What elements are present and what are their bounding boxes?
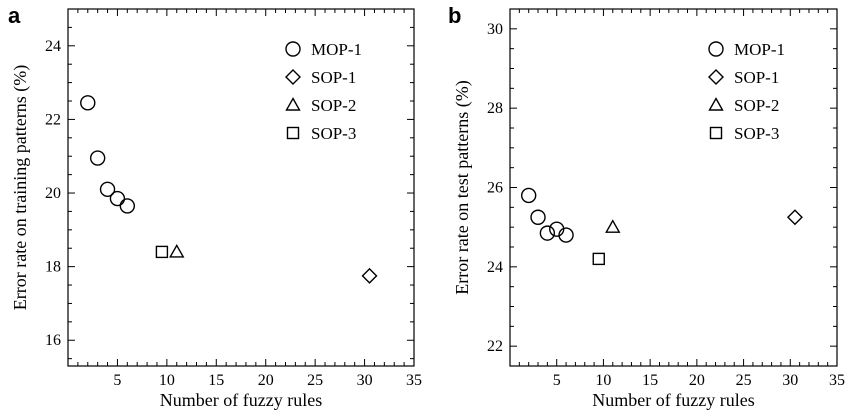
- legend-marker-sop-1: [285, 69, 301, 85]
- legend-label: MOP-1: [311, 40, 362, 59]
- y-tick-label: 28: [487, 100, 503, 117]
- legend-label: SOP-2: [311, 96, 356, 115]
- legend-marker-sop-1: [708, 69, 724, 85]
- x-tick-label: 10: [595, 372, 611, 389]
- y-tick-label: 20: [45, 185, 61, 202]
- x-tick-label: 35: [406, 372, 422, 389]
- y-axis-label: Error rate on training patterns (%): [10, 65, 31, 310]
- legend-label: SOP-1: [734, 68, 779, 87]
- legend-marker-sop-3: [286, 126, 300, 140]
- x-tick-label: 30: [782, 372, 798, 389]
- plot-frame: [509, 8, 838, 367]
- data-point-mop-1: [109, 190, 126, 207]
- y-axis-label: Error rate on test patterns (%): [452, 80, 473, 294]
- data-point-mop-1: [119, 198, 136, 214]
- data-point-mop-1: [539, 225, 556, 241]
- x-tick-label: 25: [307, 372, 323, 389]
- legend-label: SOP-1: [311, 68, 356, 87]
- x-axis-label: Number of fuzzy rules: [592, 390, 754, 410]
- x-tick-label: 20: [258, 372, 274, 389]
- y-tick-label: 26: [487, 180, 503, 197]
- x-tick-label: 15: [642, 372, 658, 389]
- legend-marker-sop-3: [709, 126, 723, 140]
- chart-panel-b: b 5 10 15 20 25 30 35 22 24 26 28 30 Number of fuzzy …: [448, 3, 845, 410]
- legend-marker-sop-2: [708, 97, 724, 111]
- data-point-sop-2: [169, 243, 185, 258]
- panel-label: a: [8, 3, 21, 28]
- data-point-mop-1: [99, 181, 116, 198]
- legend-label: SOP-2: [734, 96, 779, 115]
- x-tick-label: 5: [553, 372, 561, 389]
- x-tick-label: 20: [689, 372, 705, 389]
- x-axis-label: Number of fuzzy rules: [160, 390, 322, 410]
- y-tick-label: 24: [487, 259, 503, 276]
- x-tick-label: 25: [736, 372, 752, 389]
- data-point-sop-1: [786, 209, 803, 226]
- x-tick-label: 5: [113, 372, 121, 389]
- legend-marker-sop-2: [285, 97, 301, 111]
- legend-label: SOP-3: [311, 124, 356, 143]
- legend-label: SOP-3: [734, 124, 779, 143]
- y-tick-label: 22: [487, 338, 503, 355]
- data-point-mop-1: [558, 227, 574, 243]
- legend-marker-mop-1: [708, 41, 724, 57]
- data-point-mop-1: [520, 187, 537, 204]
- plot-frame: [67, 8, 415, 367]
- y-tick-label: 18: [45, 259, 61, 276]
- x-tick-label: 15: [208, 372, 224, 389]
- legend-marker-mop-1: [285, 41, 301, 57]
- data-point-sop-2: [605, 219, 621, 233]
- y-tick-label: 22: [45, 111, 61, 128]
- data-point-mop-1: [530, 209, 546, 225]
- data-point-mop-1: [89, 150, 106, 166]
- y-tick-label: 16: [45, 332, 61, 349]
- data-point-sop-3: [592, 252, 605, 266]
- y-tick-label: 24: [45, 38, 61, 55]
- legend-label: MOP-1: [734, 40, 785, 59]
- data-point-sop-3: [155, 245, 169, 259]
- x-tick-label: 35: [829, 372, 845, 389]
- data-point-sop-1: [361, 267, 378, 284]
- panel-label: b: [448, 3, 461, 28]
- data-point-mop-1: [80, 95, 96, 111]
- x-tick-label: 10: [159, 372, 175, 389]
- y-tick-label: 30: [487, 21, 503, 38]
- chart-panel-a: a 5 10 15 20 25 30 35 16 18 20 22 24 Number of fuzzy …: [8, 3, 422, 410]
- x-tick-label: 30: [357, 372, 373, 389]
